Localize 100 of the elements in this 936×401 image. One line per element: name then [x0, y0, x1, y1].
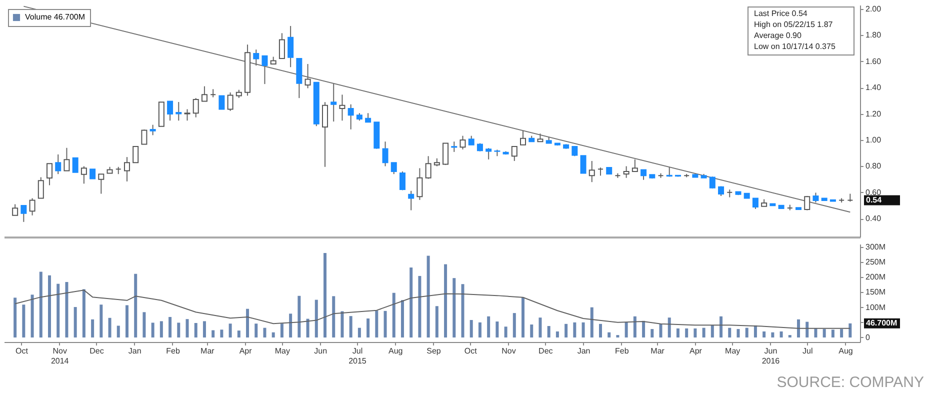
y-tick-label: 0.80 [866, 162, 882, 171]
x-tick-label: Jun 2016 [762, 346, 780, 366]
bar [392, 292, 396, 338]
annotation: Average 0.90 [754, 31, 802, 40]
bar [14, 298, 17, 338]
y-tick-label: 150M [866, 288, 886, 297]
bar [298, 296, 301, 338]
bar [840, 329, 844, 338]
bar [384, 310, 387, 338]
candlestick [90, 168, 96, 180]
legend-label: Volume 46.700M [25, 12, 86, 22]
y-tick-label: 0.60 [866, 188, 882, 197]
candlestick [572, 146, 578, 157]
candlestick [192, 98, 199, 118]
x-tick-label: Jul 2015 [348, 346, 367, 366]
x-tick-label: Feb [615, 346, 630, 356]
bar [624, 322, 628, 338]
x-tick-label: Dec [90, 346, 104, 356]
candlestick [812, 192, 819, 204]
candlestick [124, 156, 130, 182]
bar [487, 316, 490, 338]
candlestick [382, 141, 388, 167]
bar [547, 326, 550, 338]
bar [48, 275, 52, 338]
candlestick [20, 205, 27, 222]
bar [56, 284, 60, 338]
bar [254, 324, 258, 338]
candlestick [752, 198, 758, 210]
candlestick [442, 142, 449, 166]
bar [797, 319, 800, 338]
bar [435, 306, 438, 338]
bar [228, 324, 232, 338]
candlestick [262, 55, 268, 85]
bar [710, 325, 714, 338]
bar [590, 307, 594, 338]
bar [202, 321, 206, 338]
bar [762, 331, 766, 338]
bar [400, 300, 404, 338]
bar [410, 268, 413, 338]
bar [556, 331, 559, 338]
candlestick [132, 146, 139, 164]
bar [366, 318, 370, 338]
x-tick-label: Apr [239, 346, 252, 356]
line-series [14, 290, 851, 329]
candlestick [201, 86, 208, 102]
x-tick-label: Aug [838, 346, 853, 356]
bar [349, 316, 352, 338]
bar [676, 328, 680, 338]
bar [186, 319, 189, 338]
bar [125, 305, 128, 338]
y-tick-label: 1.20 [866, 109, 882, 118]
bar [151, 322, 154, 338]
bar [82, 289, 86, 338]
candlestick [288, 25, 294, 68]
candlestick [416, 168, 423, 200]
bar [116, 326, 120, 338]
candlestick [29, 198, 36, 216]
y-tick-label: 250M [866, 258, 886, 267]
annotation: 46.700M [866, 318, 898, 328]
candlestick [640, 169, 647, 180]
candlestick [55, 154, 62, 175]
bar [418, 276, 422, 338]
bar [512, 313, 516, 338]
candlestick [98, 174, 104, 194]
bar [280, 324, 284, 338]
bar [538, 318, 542, 338]
x-tick-label: Feb [166, 346, 180, 356]
candlestick [580, 155, 586, 174]
bar [702, 328, 706, 338]
bar [720, 316, 723, 338]
x-tick-label: Mar [650, 346, 665, 356]
bar [39, 272, 42, 338]
bar [633, 316, 636, 338]
bar [771, 332, 774, 338]
candlestick [520, 130, 526, 146]
annotation: 0.54 [866, 195, 882, 204]
candlestick [726, 189, 733, 198]
bar [272, 332, 275, 338]
bar [426, 256, 430, 338]
candlestick [339, 94, 346, 122]
bar [598, 324, 602, 338]
bar [306, 318, 310, 338]
x-tick-label: Aug [388, 346, 403, 356]
bar [177, 322, 180, 338]
candlestick [330, 82, 337, 122]
candlestick [72, 157, 78, 173]
x-tick-label: Mar [200, 346, 215, 356]
bar [108, 318, 112, 338]
x-tick-label: Nov [502, 346, 516, 356]
y-tick-label: 1.00 [866, 136, 882, 145]
bar [530, 324, 534, 338]
bar [478, 322, 482, 338]
bar [142, 312, 146, 338]
candlestick [80, 166, 87, 184]
annotation: Last Price 0.54 [754, 9, 808, 18]
bar [324, 253, 326, 338]
bar [212, 330, 215, 338]
x-tick-label: May [725, 346, 740, 356]
y-tick-label: 0 [866, 332, 870, 342]
bar [668, 318, 671, 338]
